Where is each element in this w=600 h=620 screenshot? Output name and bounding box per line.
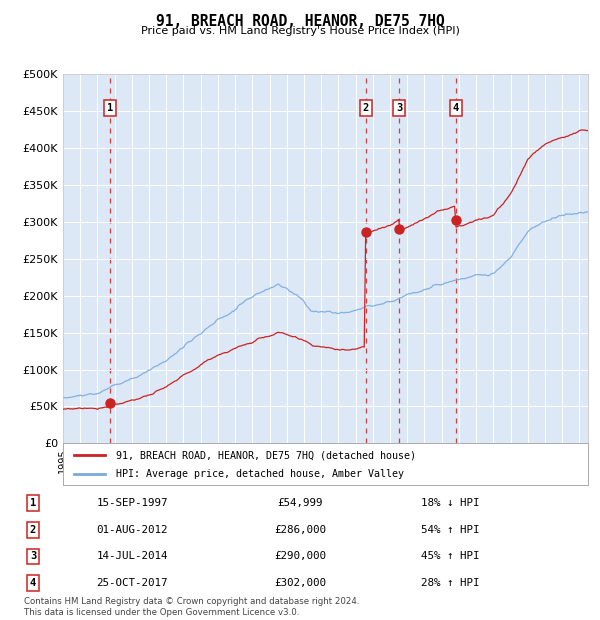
Text: 01-AUG-2012: 01-AUG-2012 xyxy=(96,525,168,535)
Text: 45% ↑ HPI: 45% ↑ HPI xyxy=(421,551,479,562)
Text: Price paid vs. HM Land Registry's House Price Index (HPI): Price paid vs. HM Land Registry's House … xyxy=(140,26,460,36)
Text: 25-OCT-2017: 25-OCT-2017 xyxy=(96,578,168,588)
Text: 4: 4 xyxy=(452,102,459,113)
Text: £302,000: £302,000 xyxy=(274,578,326,588)
Text: 2: 2 xyxy=(30,525,36,535)
Text: 3: 3 xyxy=(30,551,36,562)
Text: 2: 2 xyxy=(362,102,369,113)
Text: Contains HM Land Registry data © Crown copyright and database right 2024.
This d: Contains HM Land Registry data © Crown c… xyxy=(24,598,359,617)
Text: 91, BREACH ROAD, HEANOR, DE75 7HQ (detached house): 91, BREACH ROAD, HEANOR, DE75 7HQ (detac… xyxy=(115,450,415,460)
Text: 54% ↑ HPI: 54% ↑ HPI xyxy=(421,525,479,535)
Text: 1: 1 xyxy=(30,498,36,508)
Text: 14-JUL-2014: 14-JUL-2014 xyxy=(96,551,168,562)
Text: 28% ↑ HPI: 28% ↑ HPI xyxy=(421,578,479,588)
Text: £286,000: £286,000 xyxy=(274,525,326,535)
Text: £54,999: £54,999 xyxy=(277,498,323,508)
Text: 15-SEP-1997: 15-SEP-1997 xyxy=(96,498,168,508)
Text: 18% ↓ HPI: 18% ↓ HPI xyxy=(421,498,479,508)
Text: 1: 1 xyxy=(107,102,113,113)
Text: 4: 4 xyxy=(30,578,36,588)
Text: HPI: Average price, detached house, Amber Valley: HPI: Average price, detached house, Ambe… xyxy=(115,469,404,479)
Text: 3: 3 xyxy=(396,102,402,113)
Text: £290,000: £290,000 xyxy=(274,551,326,562)
Text: 91, BREACH ROAD, HEANOR, DE75 7HQ: 91, BREACH ROAD, HEANOR, DE75 7HQ xyxy=(155,14,445,29)
